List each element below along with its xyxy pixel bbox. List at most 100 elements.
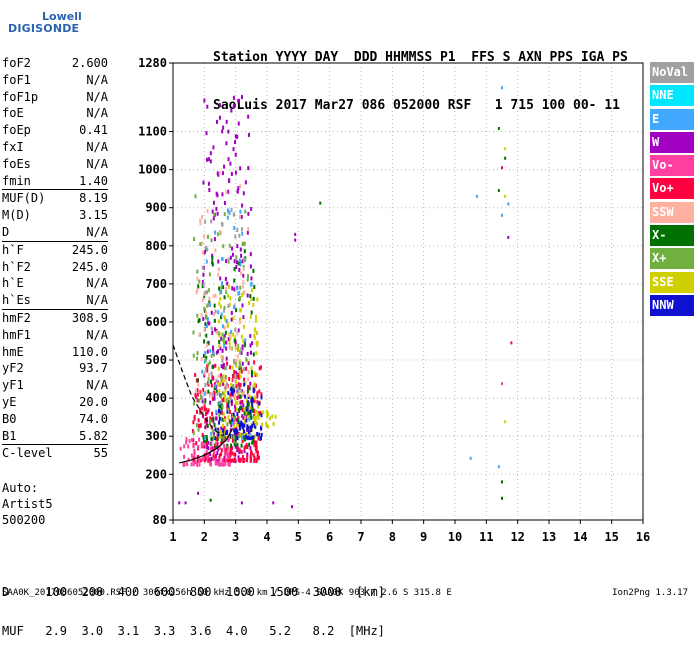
echo-mark [245,418,248,423]
echo-mark [201,399,204,404]
echo-mark [252,296,255,301]
echo-mark [218,301,221,306]
echo-mark [204,399,207,404]
echo-mark [233,424,236,429]
echo-mark [205,441,208,446]
echo-mark [238,308,241,313]
echo-mark [205,314,208,319]
echo-mark [220,315,223,320]
param-name: D [2,224,10,239]
echo-mark [251,440,254,445]
echo-mark [218,389,221,394]
echo-mark [234,404,237,409]
y-tick-label: 200 [145,467,167,481]
echo-mark [204,290,207,295]
echo-mark [213,327,216,332]
param-value: N/A [86,293,108,308]
echo-mark [260,436,263,441]
echo-mark [203,98,206,103]
echo-mark [213,212,216,217]
echo-mark [238,361,241,366]
echo-mark [231,418,234,423]
echo-mark [248,410,251,415]
echo-mark [252,352,255,357]
echo-mark [222,244,225,249]
echo-mark [256,400,259,405]
echo-mark [206,368,209,373]
echo-mark [190,453,193,458]
echo-mark [256,456,259,461]
param-row: hmE 110.0 [2,344,108,361]
echo-mark [216,380,219,385]
echo-mark [237,291,240,296]
echo-mark [222,374,225,379]
echo-mark [234,379,237,384]
echo-mark [242,367,245,372]
echo-mark [253,442,256,447]
echo-mark [211,411,214,416]
echo-mark [220,434,223,439]
echo-mark [231,438,234,443]
echo-mark [260,413,263,418]
echo-mark [251,423,254,428]
echo-mark [198,279,201,284]
echo-mark [202,353,205,358]
echo-mark [210,441,213,446]
echo-mark [246,274,249,279]
echo-mark [205,157,208,162]
echo-mark [193,237,196,242]
echo-mark [243,429,246,434]
echo-mark [207,377,210,382]
echo-mark [220,426,223,431]
echo-mark [205,420,208,425]
echo-mark [206,438,209,443]
echo-mark [220,437,223,442]
echo-mark [199,423,202,428]
param-value: 308.9 [71,310,108,325]
echo-mark [209,446,212,451]
echo-mark [201,457,204,462]
echo-mark [220,381,223,386]
echo-mark [237,261,240,266]
echo-mark [207,362,210,367]
param-value: 8.19 [79,191,108,206]
echo-mark [221,398,224,403]
echo-mark [235,264,238,269]
param-name: foE [2,106,24,121]
echo-mark [225,259,228,264]
echo-mark [243,457,246,462]
echo-mark [236,436,239,441]
param-row: yF2 93.7 [2,360,108,377]
echo-mark [205,131,208,136]
echo-point [507,235,510,239]
echo-mark [183,444,186,449]
echo-mark [256,450,259,455]
echo-mark [237,347,240,352]
echo-mark [237,372,240,377]
echo-mark [192,458,195,463]
param-row: fmin 1.40 [2,173,108,190]
echo-mark [226,409,229,414]
echo-mark [241,407,244,412]
echo-mark [222,439,225,444]
echo-mark [205,324,208,329]
echo-mark [211,262,214,267]
echo-mark [247,430,250,435]
y-tick-label: 500 [145,353,167,367]
x-tick-label: 4 [263,530,270,544]
echo-mark [238,267,241,272]
echo-mark [202,399,205,404]
echo-mark [218,456,221,461]
echo-mark [242,258,245,263]
echo-mark [239,166,242,171]
echo-mark [210,219,213,224]
echo-point [240,501,243,505]
echo-mark [253,360,256,365]
echo-mark [267,412,270,417]
param-value: 93.7 [79,361,108,376]
echo-mark [197,423,200,428]
param-row: B1 5.82 [2,428,108,445]
echo-mark [208,457,211,462]
echo-mark [257,455,260,460]
x-tick-label: 3 [232,530,239,544]
